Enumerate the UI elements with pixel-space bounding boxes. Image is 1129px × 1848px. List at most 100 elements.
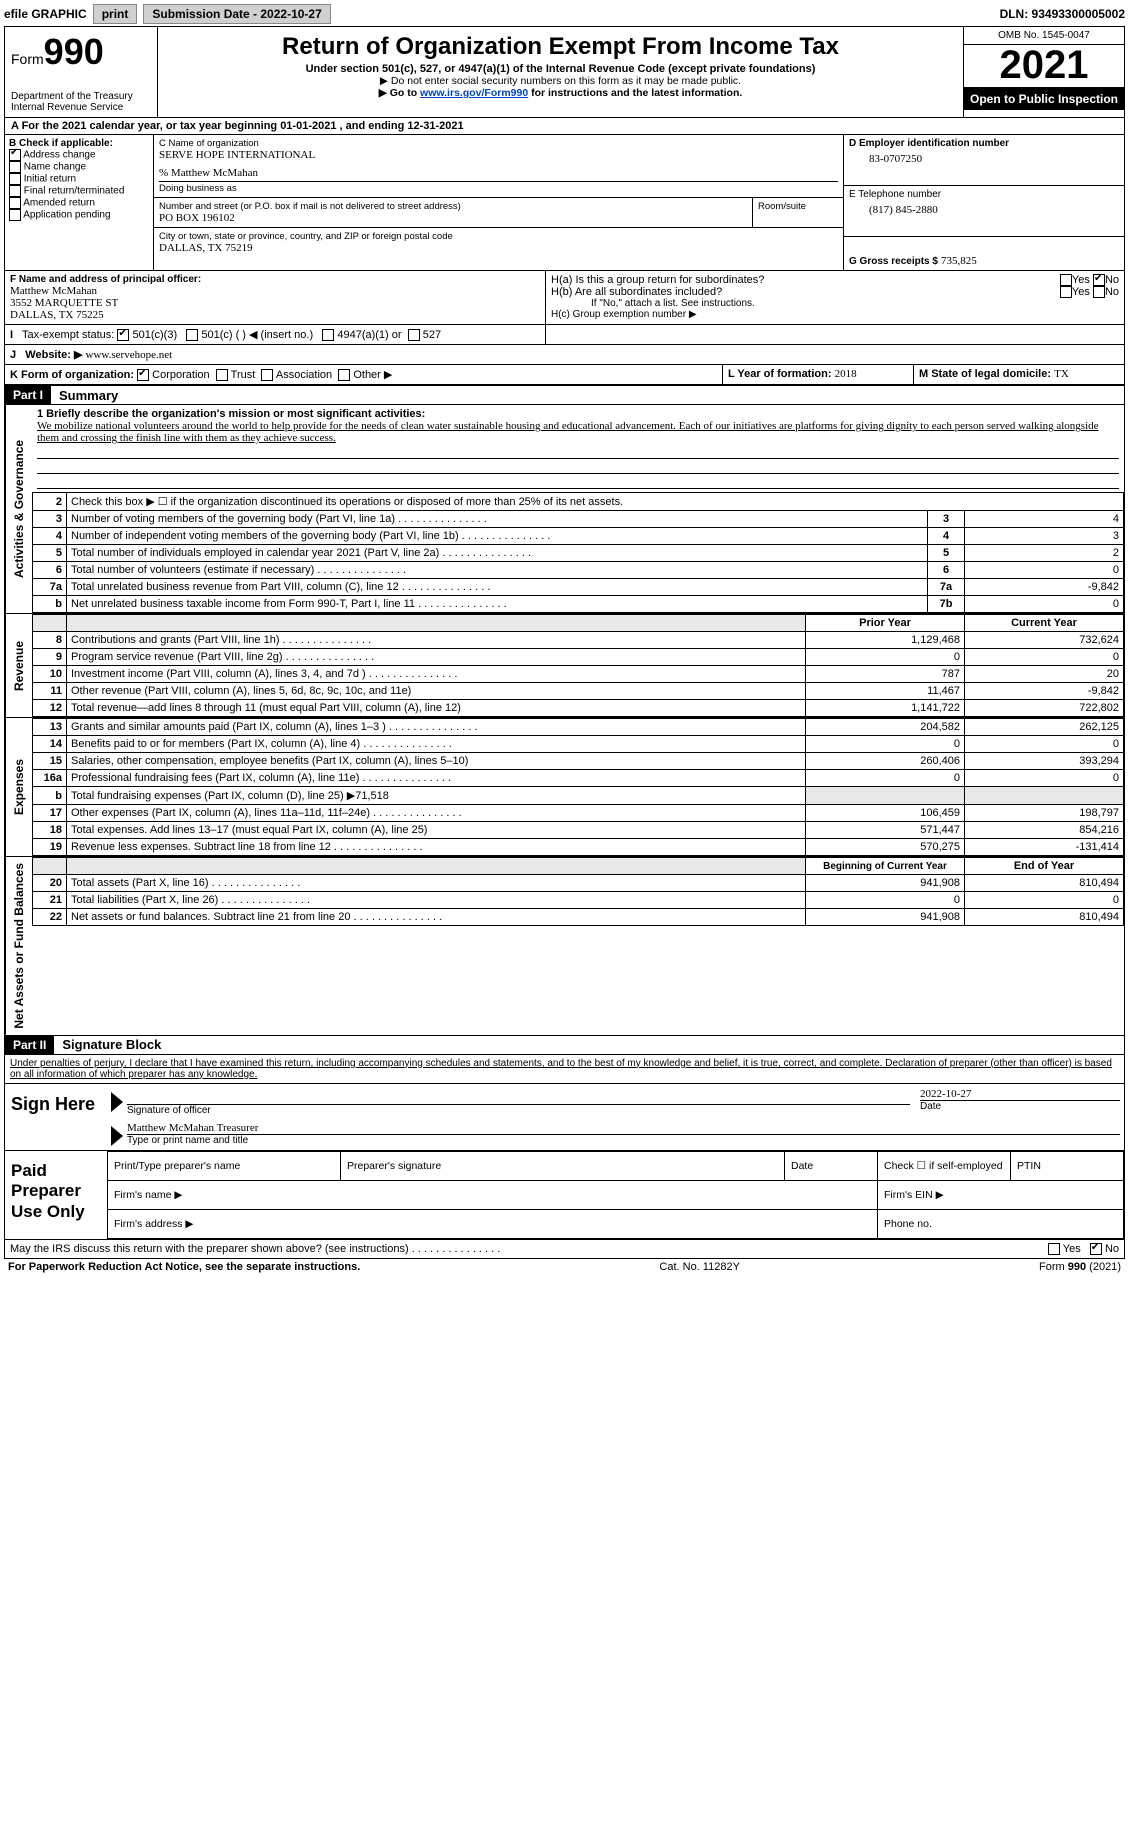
section-governance: Activities & Governance 1 Briefly descri…: [5, 405, 1124, 614]
form-title: Return of Organization Exempt From Incom…: [164, 33, 957, 61]
cb-501c[interactable]: [186, 329, 198, 341]
room-label: Room/suite: [758, 201, 838, 212]
part2-header-row: Part II Signature Block: [5, 1035, 1124, 1055]
submission-date: Submission Date - 2022-10-27: [143, 4, 330, 24]
v5: 2: [965, 545, 1124, 562]
ssn-note: ▶ Do not enter social security numbers o…: [164, 75, 957, 87]
l1-label: 1 Briefly describe the organization's mi…: [37, 408, 425, 420]
section-netassets: Net Assets or Fund Balances Beginning of…: [5, 857, 1124, 1035]
street-address: PO BOX 196102: [159, 212, 747, 224]
tax-year: 2021: [964, 45, 1124, 88]
header-right: OMB No. 1545-0047 2021 Open to Public In…: [963, 27, 1124, 117]
arrow-icon: [111, 1092, 123, 1112]
cb-corp[interactable]: [137, 369, 149, 381]
cb-hb-yes[interactable]: [1060, 286, 1072, 298]
cb-amended[interactable]: [9, 197, 21, 209]
form-number: 990: [44, 31, 104, 72]
sig-date: 2022-10-27: [920, 1088, 1120, 1101]
date-label: Date: [920, 1101, 1120, 1112]
tax-period-line: A For the 2021 calendar year, or tax yea…: [5, 118, 1124, 135]
cb-ha-yes[interactable]: [1060, 274, 1072, 286]
rev-table: Prior YearCurrent Year 8Contributions an…: [32, 614, 1124, 717]
col-curr: Current Year: [965, 615, 1124, 632]
net-table: Beginning of Current YearEnd of Year 20T…: [32, 857, 1124, 926]
discuss-label: May the IRS discuss this return with the…: [10, 1243, 1048, 1255]
website-value: www.servehope.net: [86, 349, 173, 361]
h-c-label: H(c) Group exemption number ▶: [551, 309, 1119, 320]
l3: Number of voting members of the governin…: [67, 511, 928, 528]
efile-label: efile GRAPHIC: [4, 7, 87, 21]
ein-label: D Employer identification number: [849, 138, 1119, 149]
declaration: Under penalties of perjury, I declare th…: [5, 1055, 1124, 1083]
discuss-row: May the IRS discuss this return with the…: [5, 1240, 1124, 1258]
gov-table: 2Check this box ▶ ☐ if the organization …: [32, 492, 1124, 613]
gross-label: G Gross receipts $: [849, 256, 938, 267]
irs-link[interactable]: www.irs.gov/Form990: [420, 87, 528, 99]
header-mid: Return of Organization Exempt From Incom…: [158, 27, 963, 117]
part2-badge: Part II: [5, 1036, 54, 1054]
cb-501c3[interactable]: [117, 329, 129, 341]
form-word: Form: [11, 51, 44, 67]
box-m-label: M State of legal domicile:: [919, 368, 1051, 380]
ein-value: 83-0707250: [849, 153, 1119, 165]
row-i-j: I Tax-exempt status: 501(c)(3) 501(c) ( …: [5, 325, 1124, 345]
cb-hb-no[interactable]: [1093, 286, 1105, 298]
side-revenue: Revenue: [5, 614, 32, 717]
box-l-label: L Year of formation:: [728, 368, 832, 380]
box-l-val: 2018: [835, 368, 857, 380]
side-expenses: Expenses: [5, 718, 32, 856]
l4: Number of independent voting members of …: [67, 528, 928, 545]
cat-no: Cat. No. 11282Y: [659, 1261, 740, 1273]
cb-trust[interactable]: [216, 369, 228, 381]
officer-addr2: DALLAS, TX 75225: [10, 309, 540, 321]
form-container: Form990 Department of the Treasury Inter…: [4, 26, 1125, 1259]
identity-block: B Check if applicable: Address change Na…: [5, 135, 1124, 271]
tax-exempt-label: I: [10, 329, 19, 341]
arrow-icon-2: [111, 1126, 123, 1146]
cb-initial-return[interactable]: [9, 173, 21, 185]
cb-final-return[interactable]: [9, 185, 21, 197]
cb-527[interactable]: [408, 329, 420, 341]
website-label: Website: ▶: [25, 349, 82, 361]
phone-value: (817) 845-2880: [849, 204, 1119, 216]
mission-text: We mobilize national volunteers around t…: [37, 420, 1099, 444]
gross-value: 735,825: [941, 255, 977, 267]
h-a-label: H(a) Is this a group return for subordin…: [551, 274, 1060, 286]
officer-addr1: 3552 MARQUETTE ST: [10, 297, 540, 309]
officer-label: F Name and address of principal officer:: [10, 274, 540, 285]
l7b: Net unrelated business taxable income fr…: [67, 596, 928, 613]
paid-preparer-label: Paid Preparer Use Only: [5, 1151, 107, 1239]
cb-other[interactable]: [338, 369, 350, 381]
tax-status-label: Tax-exempt status:: [22, 329, 114, 341]
sign-here-label: Sign Here: [5, 1084, 107, 1150]
l5: Total number of individuals employed in …: [67, 545, 928, 562]
print-button[interactable]: print: [93, 4, 138, 24]
phone-label: E Telephone number: [849, 189, 1119, 200]
exp-table: 13Grants and similar amounts paid (Part …: [32, 718, 1124, 856]
irs-label: Internal Revenue Service: [11, 102, 151, 113]
v7a: -9,842: [965, 579, 1124, 596]
city-label: City or town, state or province, country…: [159, 231, 838, 242]
cb-discuss-no[interactable]: [1090, 1243, 1102, 1255]
cb-4947[interactable]: [322, 329, 334, 341]
box-b: B Check if applicable: Address change Na…: [5, 135, 154, 270]
cb-name-change[interactable]: [9, 161, 21, 173]
form-footer: Form 990 (2021): [1039, 1261, 1121, 1273]
cb-application[interactable]: [9, 209, 21, 221]
org-name-label: C Name of organization: [159, 138, 838, 149]
paid-preparer-block: Paid Preparer Use Only Print/Type prepar…: [5, 1151, 1124, 1240]
col-prior: Prior Year: [806, 615, 965, 632]
cb-assoc[interactable]: [261, 369, 273, 381]
h-b-label: H(b) Are all subordinates included?: [551, 286, 1060, 298]
cb-address-change[interactable]: [9, 149, 21, 161]
cb-ha-no[interactable]: [1093, 274, 1105, 286]
officer-group-block: F Name and address of principal officer:…: [5, 271, 1124, 325]
street-label: Number and street (or P.O. box if mail i…: [159, 201, 747, 212]
dba-label: Doing business as: [159, 181, 838, 194]
box-k-label: K Form of organization:: [10, 369, 134, 381]
row-k-l-m: K Form of organization: Corporation Trus…: [5, 365, 1124, 385]
cb-discuss-yes[interactable]: [1048, 1243, 1060, 1255]
topbar: efile GRAPHIC print Submission Date - 20…: [4, 4, 1125, 24]
city-state-zip: DALLAS, TX 75219: [159, 242, 838, 254]
line1: 1 Briefly describe the organization's mi…: [32, 405, 1124, 492]
